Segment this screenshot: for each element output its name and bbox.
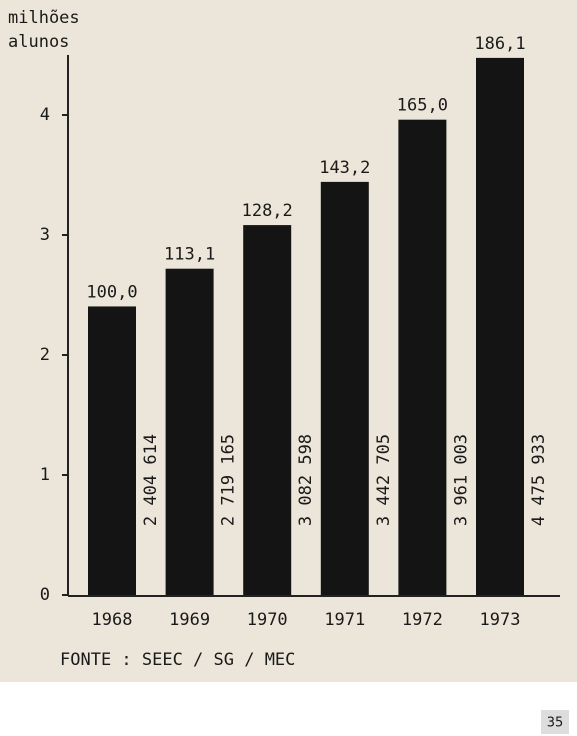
x-tick-label: 1972 — [402, 610, 443, 630]
y-tick-label: 2 — [40, 345, 50, 365]
y-axis-label: alunos — [8, 32, 69, 52]
page-number: 35 — [547, 716, 564, 731]
x-tick-label: 1970 — [247, 610, 288, 630]
bar — [320, 181, 369, 595]
y-tick-label: 3 — [40, 225, 50, 245]
y-tick-label: 1 — [40, 465, 50, 485]
x-tick-label: 1968 — [92, 610, 133, 630]
value-label: 2 404 614 — [141, 434, 161, 526]
value-label: 3 961 003 — [451, 434, 471, 526]
page-number-box — [541, 710, 569, 734]
value-label: 4 475 933 — [529, 434, 549, 526]
y-axis-label: milhões — [8, 8, 80, 28]
value-label: 3 442 705 — [374, 434, 394, 526]
index-label: 128,2 — [242, 201, 293, 221]
y-tick-label: 4 — [40, 105, 50, 125]
index-label: 186,1 — [474, 34, 525, 54]
value-label: 3 082 598 — [296, 434, 316, 526]
index-label: 143,2 — [319, 158, 370, 178]
x-tick-label: 1971 — [324, 610, 365, 630]
x-tick-label: 1969 — [169, 610, 210, 630]
x-tick-label: 1973 — [480, 610, 521, 630]
index-label: 100,0 — [86, 282, 137, 302]
bar — [476, 57, 524, 595]
bar — [88, 306, 136, 595]
bar — [243, 225, 292, 595]
source: FONTE : SEEC / SG / MEC — [60, 650, 295, 670]
bar — [398, 119, 447, 596]
index-label: 165,0 — [397, 96, 448, 116]
bar — [165, 268, 214, 595]
y-tick-label: 0 — [40, 585, 50, 605]
value-label: 2 719 165 — [219, 434, 239, 526]
index-label: 113,1 — [164, 245, 215, 265]
